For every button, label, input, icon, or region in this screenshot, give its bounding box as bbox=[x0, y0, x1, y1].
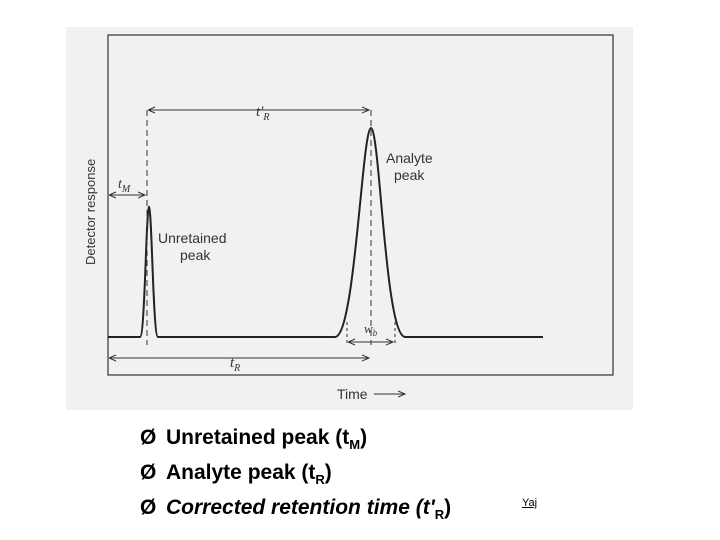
bullet-unretained: Ø Unretained peak (tM) bbox=[140, 426, 368, 453]
bullet-corrected: Ø Corrected retention time (t'R) bbox=[140, 496, 452, 523]
analyte-label-line1: Analyte bbox=[386, 150, 433, 166]
bullet-analyte: Ø Analyte peak (tR) bbox=[140, 461, 332, 488]
analyte-label-line2: peak bbox=[394, 167, 425, 183]
x-axis-label: Time bbox=[337, 386, 368, 402]
t-r-label: tR bbox=[230, 355, 240, 374]
unretained-label-line2: peak bbox=[180, 247, 211, 263]
arrow-bullet-icon: Ø bbox=[140, 461, 157, 485]
arrow-bullet-icon: Ø bbox=[140, 426, 157, 449]
t-m-label: tM bbox=[118, 177, 131, 195]
figure-background bbox=[66, 27, 633, 410]
author-label: Yaj bbox=[522, 497, 538, 509]
w-b-label: wb bbox=[364, 321, 378, 338]
y-axis-label: Detector response bbox=[83, 159, 98, 265]
chromatogram-trace bbox=[108, 126, 543, 338]
t-r-prime-label: t'R bbox=[256, 104, 270, 123]
arrow-bullet-icon: Ø bbox=[140, 496, 157, 520]
bullet-list: Ø Unretained peak (tM) Ø Analyte peak (tR)… bbox=[140, 424, 451, 530]
plot-frame bbox=[107, 34, 614, 376]
unretained-label-line1: Unretained bbox=[158, 230, 227, 246]
